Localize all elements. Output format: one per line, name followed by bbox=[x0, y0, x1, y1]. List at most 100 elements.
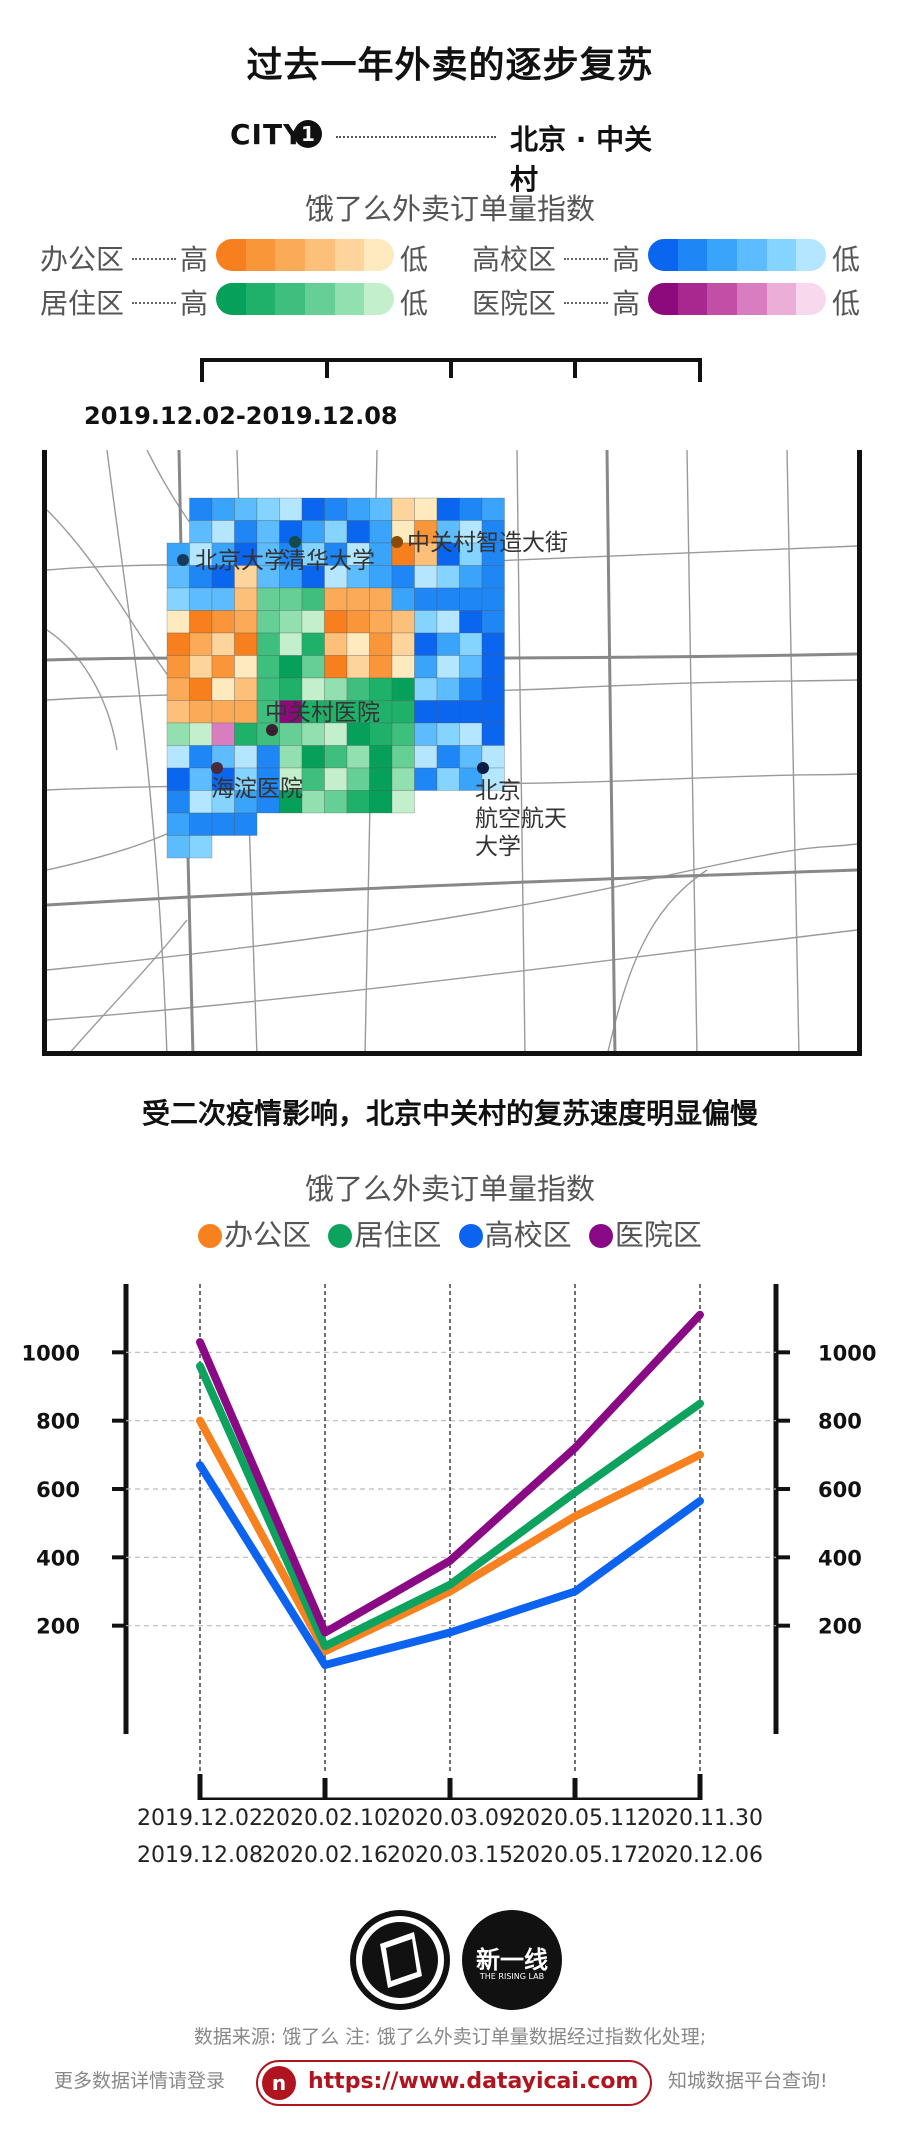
legend-color-step bbox=[737, 239, 767, 271]
heatmap-cell bbox=[211, 610, 235, 634]
heatmap-cell bbox=[414, 700, 438, 724]
heatmap-cell bbox=[481, 767, 505, 791]
legend-zone-label: 高校区 bbox=[472, 243, 557, 276]
heatmap-cell bbox=[166, 565, 190, 589]
heatmap-cell bbox=[234, 812, 258, 836]
x-tick-label: 2019.12.02 2019.12.08 bbox=[135, 1806, 265, 1868]
heatmap-cell bbox=[436, 632, 460, 656]
legend-color-step bbox=[707, 283, 738, 315]
legend-zone-label: 办公区 bbox=[40, 243, 125, 276]
heatmap-cell bbox=[414, 587, 438, 611]
legend-item: 居住区 bbox=[328, 1212, 441, 1254]
x-tick-label: 2020.11.30 2020.12.06 bbox=[635, 1806, 765, 1868]
timeline-scale-top bbox=[200, 358, 702, 382]
legend-color-step bbox=[334, 283, 365, 315]
heatmap-cell bbox=[166, 700, 190, 724]
landmark-dot bbox=[289, 536, 301, 548]
legend-high-label: 高 bbox=[612, 287, 641, 320]
legend-gradient-bar bbox=[648, 239, 826, 271]
legend-high-label: 高 bbox=[180, 287, 209, 320]
heatmap-cell bbox=[189, 655, 213, 679]
heatmap-grid bbox=[166, 497, 505, 859]
legend-color-step bbox=[364, 239, 394, 271]
heatmap-cell bbox=[481, 565, 505, 589]
map-legend-title: 饿了么外卖订单量指数 bbox=[304, 192, 595, 226]
x-axis-tick-labels: 2019.12.02 2019.12.08 2020.02.10 2020.02.16… bbox=[0, 1806, 900, 1876]
logo-subtext: THE RISING LAB bbox=[479, 1972, 545, 1981]
heatmap-cell bbox=[391, 767, 415, 791]
heatmap-cell bbox=[346, 610, 370, 634]
heatmap-cell bbox=[481, 610, 505, 634]
heatmap-cell bbox=[346, 587, 370, 611]
heatmap-cell bbox=[301, 677, 325, 701]
x-tick-end: 2020.05.17 bbox=[512, 1843, 638, 1868]
y-tick-label: 800 bbox=[36, 1410, 80, 1434]
heatmap-cell bbox=[391, 610, 415, 634]
legend-high-label: 高 bbox=[612, 243, 641, 276]
more-info-prefix: 更多数据详情请登录 bbox=[54, 2070, 226, 2092]
landmark-dot bbox=[391, 536, 403, 548]
map-canvas: 北京大学 清华大学 中关村智造大街 中关村医院 海淀医院 北京 航空航天 大学 bbox=[47, 450, 857, 1051]
heatmap-cell bbox=[234, 700, 258, 724]
landmarks: 北京大学 清华大学 中关村智造大街 中关村医院 海淀医院 北京 航空航天 大学 bbox=[177, 530, 568, 860]
series-line bbox=[196, 1310, 704, 1637]
heatmap-cell bbox=[414, 655, 438, 679]
heatmap-cell bbox=[391, 700, 415, 724]
landmark-label: 中关村医院 bbox=[265, 700, 380, 726]
landmark-dot bbox=[177, 554, 189, 566]
heatmap-cell bbox=[436, 610, 460, 634]
city-label: CITY bbox=[230, 118, 305, 151]
legend-high-label: 高 bbox=[180, 243, 209, 276]
heatmap-cell bbox=[459, 677, 483, 701]
x-tick-label: 2020.02.10 2020.02.16 bbox=[260, 1806, 390, 1868]
y-tick-label: 400 bbox=[818, 1546, 862, 1570]
url-link-box[interactable]: n https://www.datayicai.com bbox=[256, 2060, 652, 2106]
landmark-label: 中关村智造大街 bbox=[407, 530, 568, 556]
heatmap-cell bbox=[459, 497, 483, 521]
heatmap-cell bbox=[256, 655, 280, 679]
heatmap-cell bbox=[234, 520, 258, 544]
heatmap-cell bbox=[436, 655, 460, 679]
heatmap-cell bbox=[436, 767, 460, 791]
heatmap-cell bbox=[481, 632, 505, 656]
x-tick-start: 2019.12.02 bbox=[137, 1806, 263, 1831]
legend-color-step bbox=[275, 239, 306, 271]
legend-color-step bbox=[766, 239, 797, 271]
legend-label: 高校区 bbox=[484, 1218, 572, 1252]
heatmap-cell bbox=[166, 632, 190, 656]
y-tick-label: 1000 bbox=[818, 1341, 876, 1365]
heatmap-cell bbox=[301, 745, 325, 769]
y-tick-label: 200 bbox=[36, 1615, 80, 1639]
legend-color-step bbox=[305, 239, 335, 271]
series-line bbox=[196, 1461, 704, 1669]
legend-color-step bbox=[648, 283, 678, 315]
x-tick-label: 2020.05.11 2020.05.17 bbox=[510, 1806, 640, 1868]
legend-color-step bbox=[245, 283, 276, 315]
landmark-label: 清华大学 bbox=[283, 548, 375, 574]
heatmap-cell bbox=[279, 745, 303, 769]
landmark-label: 北京大学 bbox=[195, 548, 287, 574]
heatmap-cell bbox=[481, 587, 505, 611]
x-tick-start: 2020.02.10 bbox=[262, 1806, 388, 1831]
heatmap-cell bbox=[346, 745, 370, 769]
y-tick-label: 200 bbox=[818, 1615, 862, 1639]
heatmap-cell bbox=[301, 722, 325, 746]
heatmap-cell bbox=[324, 745, 348, 769]
legend-color-step bbox=[796, 239, 826, 271]
heatmap-cell bbox=[436, 745, 460, 769]
heatmap-cell bbox=[256, 677, 280, 701]
landmark-label: 北京 bbox=[475, 778, 521, 804]
heatmap-cell bbox=[369, 677, 393, 701]
heatmap-cell bbox=[279, 587, 303, 611]
heatmap-cell bbox=[414, 767, 438, 791]
page-title: 过去一年外卖的逐步复苏 bbox=[246, 45, 654, 86]
heatmap-cell bbox=[436, 722, 460, 746]
url-link[interactable]: https://www.datayicai.com bbox=[308, 2069, 639, 2094]
more-info-suffix: 知城数据平台查询! bbox=[668, 2070, 828, 2092]
heatmap-cell bbox=[279, 722, 303, 746]
heatmap-cell bbox=[346, 722, 370, 746]
legend-label: 医院区 bbox=[614, 1218, 702, 1252]
legend-color-step bbox=[677, 239, 708, 271]
heatmap-cell bbox=[211, 632, 235, 656]
heatmap-cell bbox=[414, 745, 438, 769]
